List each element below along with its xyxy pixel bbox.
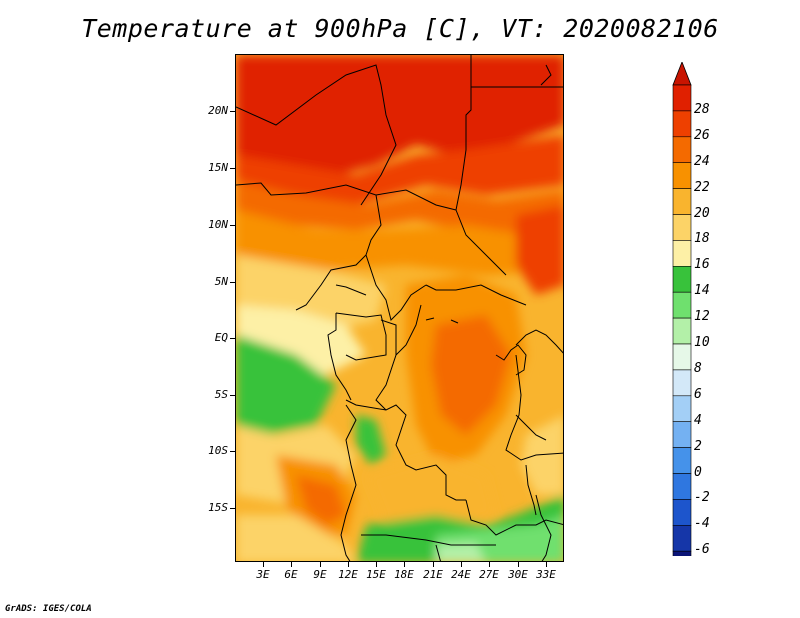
lat-tick-label: 20N xyxy=(208,104,228,117)
colorbar-segment xyxy=(672,84,692,112)
colorbar-label: 16 xyxy=(694,257,710,273)
colorbar-segment xyxy=(672,317,692,345)
colorbar-segment xyxy=(672,291,692,319)
colorbar-segment xyxy=(672,136,692,164)
colorbar-segment xyxy=(672,240,692,267)
map-title: Temperature at 900hPa [C], VT: 202008210… xyxy=(81,14,719,43)
lon-tick-label: 24E xyxy=(451,568,471,581)
temperature-field xyxy=(236,55,563,561)
footer-credit: GrADS: IGES/COLA xyxy=(5,604,92,614)
colorbar-label: 12 xyxy=(694,309,710,325)
colorbar-label: 18 xyxy=(694,231,710,247)
colorbar-label: 10 xyxy=(694,335,710,350)
lat-tick-label: 5S xyxy=(214,388,228,401)
lon-tick-label: 33E xyxy=(536,568,556,581)
colorbar-label: -4 xyxy=(694,516,710,532)
colorbar-segment xyxy=(672,395,692,422)
colorbar-label: 24 xyxy=(694,153,710,169)
country-borders xyxy=(236,55,563,561)
colorbar-label: -6 xyxy=(694,542,710,558)
temperature-map xyxy=(235,54,564,562)
colorbar-label: 26 xyxy=(694,127,710,143)
colorbar-label: 14 xyxy=(694,283,710,299)
lat-tick-label: 10N xyxy=(208,218,228,231)
lat-tick-label: 15N xyxy=(208,161,228,174)
colorbar-segment xyxy=(672,266,692,293)
colorbar-label: 4 xyxy=(694,412,702,428)
lat-tick-label: 10S xyxy=(208,444,228,457)
colorbar-segment xyxy=(672,369,692,397)
colorbar-segment xyxy=(672,162,692,189)
colorbar-label: 8 xyxy=(694,360,702,376)
lon-tick-label: 3E xyxy=(256,568,270,581)
lon-tick-label: 30E xyxy=(508,568,528,581)
lat-tick-label: EQ xyxy=(214,331,228,344)
colorbar-segment xyxy=(672,499,692,526)
colorbar-segment xyxy=(672,447,692,474)
lon-tick-label: 12E xyxy=(338,568,358,581)
colorbar-label: 2 xyxy=(694,438,702,454)
colorbar-segment xyxy=(672,473,692,500)
colorbar-segment xyxy=(672,524,692,552)
lon-tick-label: 6E xyxy=(284,568,298,581)
lat-tick-label: 5N xyxy=(214,275,228,288)
colorbar-label: 6 xyxy=(694,386,702,402)
lat-tick-label: 15S xyxy=(208,501,228,514)
colorbar-segment xyxy=(672,421,692,448)
lon-tick-label: 18E xyxy=(394,568,414,581)
colorbar-segment xyxy=(672,188,692,215)
colorbar-top-tip xyxy=(672,62,692,86)
lon-tick-label: 15E xyxy=(366,568,386,581)
lon-tick-label: 27E xyxy=(479,568,499,581)
colorbar-segment xyxy=(672,343,692,371)
lon-tick-label: 9E xyxy=(313,568,327,581)
colorbar-label: -2 xyxy=(694,490,710,506)
colorbar-label: 28 xyxy=(694,101,710,117)
colorbar xyxy=(672,62,692,556)
colorbar-segment xyxy=(672,110,692,138)
colorbar-segment xyxy=(672,214,692,241)
colorbar-label: 20 xyxy=(694,205,710,221)
colorbar-segment xyxy=(672,550,692,556)
colorbar-label: 22 xyxy=(694,179,710,195)
lon-tick-label: 21E xyxy=(423,568,443,581)
colorbar-label: 0 xyxy=(694,464,702,480)
